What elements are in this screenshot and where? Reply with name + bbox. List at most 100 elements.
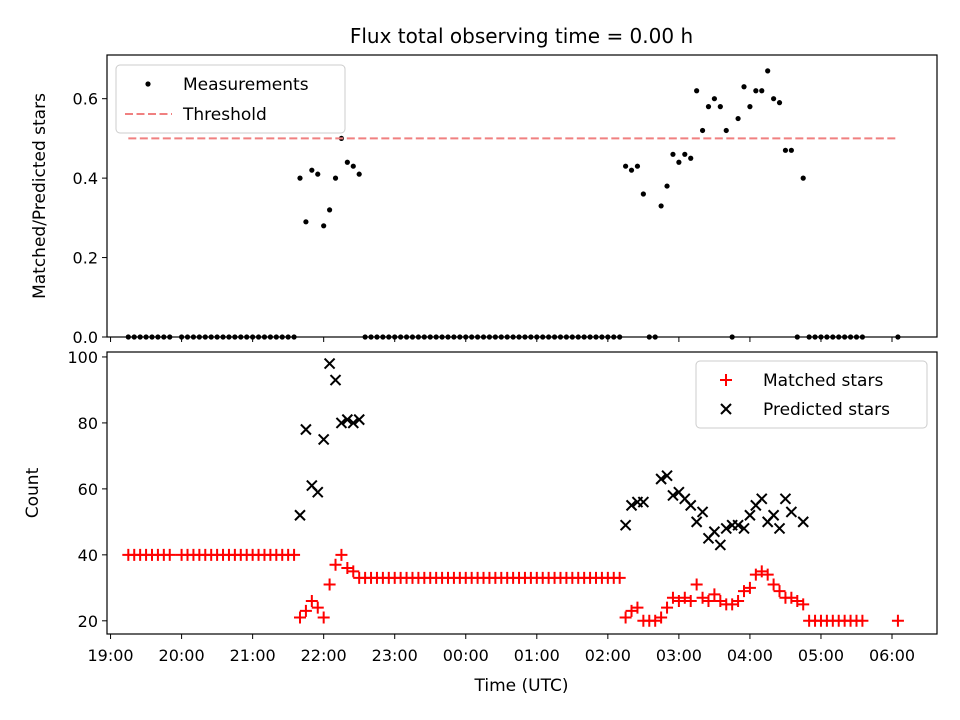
predicted-stars-point (696, 506, 709, 518)
matched-stars-point (856, 614, 869, 627)
predicted-stars-point (732, 519, 744, 531)
predicted-stars-point (317, 433, 330, 446)
measurements-point (623, 163, 629, 169)
matched-stars-point (773, 585, 786, 598)
bottom-x-tick-label: 00:00 (443, 646, 489, 665)
measurements-point (670, 151, 676, 157)
measurements-point (705, 104, 712, 110)
bottom-x-tick-label: 03:00 (656, 646, 702, 665)
bottom-x-tick-label: 06:00 (869, 646, 915, 665)
top-chart-title: Flux total observing time = 0.00 h (350, 24, 693, 48)
measurements-point (747, 104, 753, 110)
measurements-point (634, 163, 641, 169)
measurements-point (753, 88, 759, 94)
measurements-point (800, 175, 806, 181)
matched-stars-point (299, 604, 312, 617)
predicted-stars-point (335, 417, 348, 429)
predicted-stars-point (661, 469, 673, 482)
bottom-x-ticks: 19:00 20:00 21:00 22:00 23:00 00:00 01:00 02:00… (87, 634, 915, 665)
predicted-stars-point (625, 499, 638, 512)
bottom-data-layer (122, 357, 904, 627)
bottom-x-tick-label: 19:00 (87, 646, 133, 665)
bottom-x-tick-label: 21:00 (230, 646, 276, 665)
predicted-stars-point (714, 539, 727, 551)
measurements-point (356, 171, 362, 177)
top-axes-frame (106, 54, 938, 338)
measurements-point (776, 100, 783, 106)
matched-stars-point (891, 614, 904, 627)
predicted-stars-point (773, 522, 786, 535)
bottom-legend: Matched stars Predicted stars (695, 360, 928, 429)
predicted-stars-point (797, 516, 809, 528)
measurements-point (699, 127, 706, 134)
legend-matched-marker (720, 374, 732, 386)
measurements-point (717, 104, 723, 110)
matched-stars-point (613, 571, 626, 584)
bottom-legend-box (695, 360, 928, 429)
predicted-stars-point (738, 522, 750, 535)
predicted-stars-point (619, 519, 632, 531)
bottom-x-tick-label: 02:00 (585, 646, 631, 665)
predicted-stars-point (785, 506, 798, 518)
measurements-point (628, 167, 635, 173)
matched-stars-point (619, 611, 632, 624)
measurements-point (658, 203, 664, 209)
legend-matched-label: Matched stars (763, 371, 883, 391)
measurements-point (759, 88, 765, 94)
bottom-plot-area: 19:00 20:00 21:00 22:00 23:00 00:00 01:00 02:00… (67, 348, 938, 665)
predicted-stars-point (690, 516, 703, 528)
matched-stars-point (311, 601, 324, 614)
predicted-stars-point (341, 413, 354, 426)
predicted-stars-point (655, 473, 667, 485)
measurements-point (344, 159, 350, 165)
legend-predicted-marker (720, 403, 732, 415)
matched-stars-point (305, 595, 318, 608)
predicted-stars-point (667, 489, 679, 502)
matched-stars-point (655, 611, 668, 624)
measurements-point (640, 191, 646, 197)
top-y-tick-label: 0.6 (73, 90, 98, 109)
bottom-x-tick-label: 20:00 (159, 646, 205, 665)
bottom-y-tick-label: 40 (78, 546, 98, 565)
predicted-stars-point (767, 509, 780, 521)
predicted-stars-point (637, 496, 650, 508)
measurements-point (723, 127, 729, 134)
measurements-point (309, 167, 315, 173)
measurements-point (676, 159, 682, 165)
predicted-stars-point (779, 493, 792, 505)
measurements-point (735, 115, 741, 122)
predicted-stars-point (312, 486, 324, 498)
top-y-tick-label: 0.2 (73, 249, 98, 268)
predicted-stars-point (756, 493, 768, 505)
matched-stars-point (661, 601, 674, 614)
matched-stars-point (708, 588, 721, 601)
predicted-stars-point (744, 509, 756, 521)
predicted-stars-point (329, 374, 342, 386)
legend-measurements-marker (145, 81, 151, 87)
matched-stars-point (767, 578, 780, 591)
predicted-stars-point (347, 417, 359, 429)
measurements-point (315, 171, 321, 177)
matched-stars-point (797, 598, 810, 611)
top-x-ticks (110, 337, 893, 342)
matched-stars-point (323, 578, 336, 591)
matched-stars-point (732, 595, 745, 608)
predicted-stars-point (353, 413, 365, 426)
matched-stars-point (163, 548, 176, 561)
measurements-point (664, 183, 670, 189)
predicted-stars-point (294, 509, 306, 521)
measurements-point (711, 96, 718, 102)
matched-stars-point (317, 611, 330, 624)
measurements-point (771, 96, 777, 102)
legend-measurements-label: Measurements (183, 75, 309, 95)
matched-stars-point (631, 601, 644, 614)
predicted-stars-point (300, 423, 312, 436)
measurements-point (694, 88, 700, 94)
bottom-x-tick-label: 22:00 (301, 646, 347, 665)
bottom-y-tick-label: 80 (78, 414, 98, 433)
top-y-axis-label: Matched/Predicted stars (30, 93, 50, 299)
bottom-y-tick-label: 60 (78, 480, 98, 499)
bottom-y-axis-label: Count (23, 467, 43, 518)
bottom-axes-frame (106, 351, 938, 635)
